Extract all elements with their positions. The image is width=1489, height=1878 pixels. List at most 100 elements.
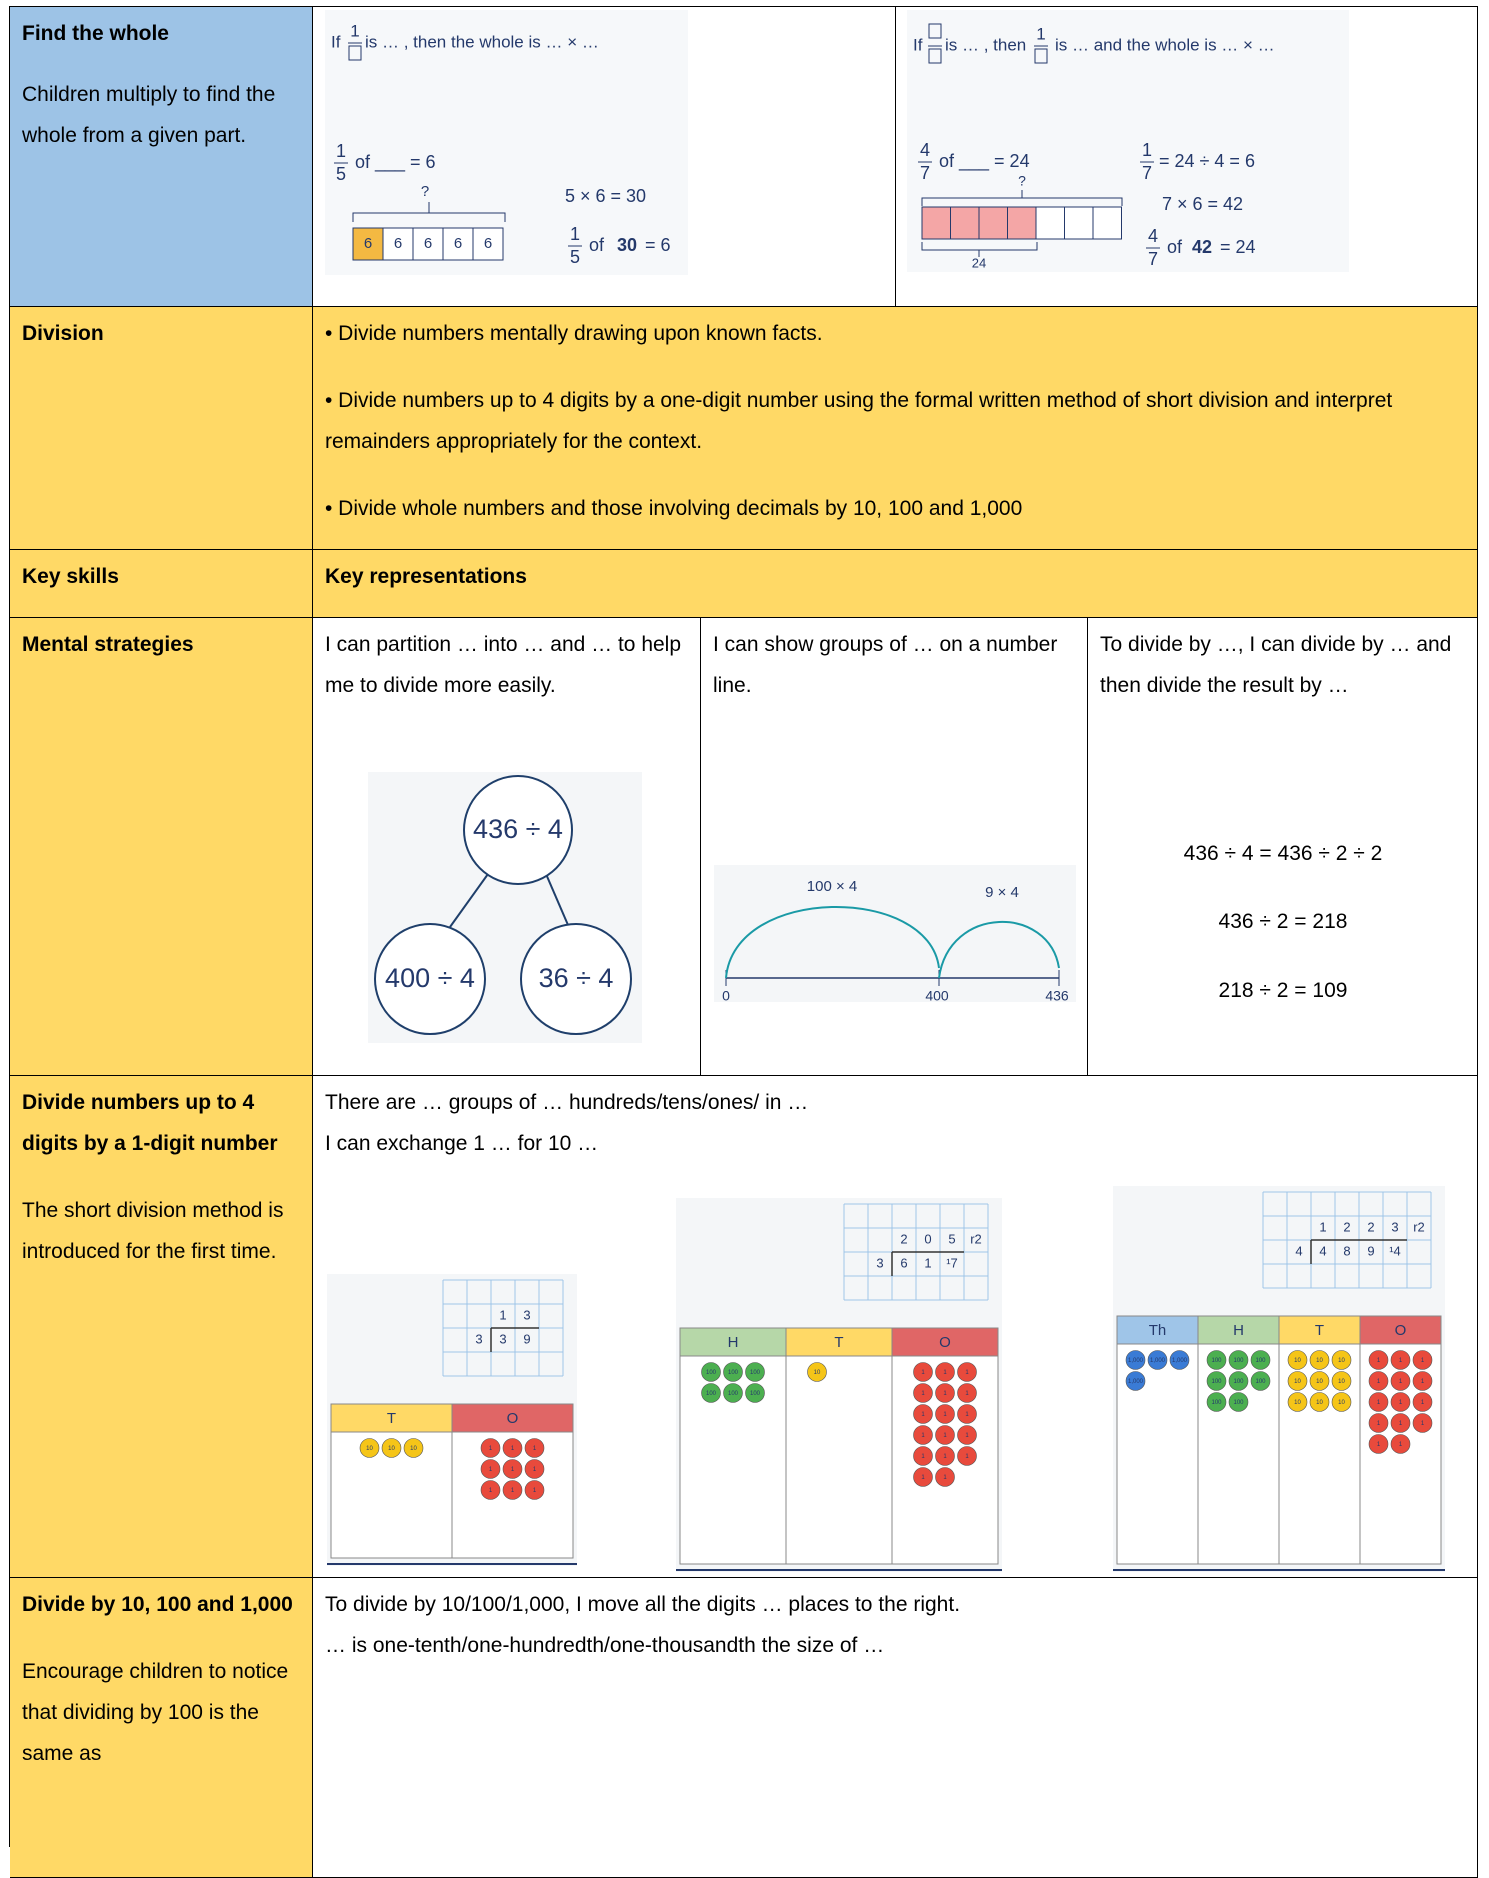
line (545, 873, 569, 926)
diagram-text: 1 (336, 141, 346, 161)
diagram-text: 1 (511, 1446, 515, 1452)
diagram-text: H (1233, 1322, 1244, 1339)
diagram-text: 3 (523, 1307, 530, 1322)
bar-cell (382, 227, 414, 261)
diagram-text: 10 (366, 1446, 373, 1452)
counter (1331, 1392, 1352, 1412)
diagram-text: 100 (1233, 1358, 1244, 1364)
counter (480, 1438, 501, 1458)
diagram-text: 1 (965, 1370, 969, 1376)
diagram-text: 1 (1421, 1400, 1425, 1406)
counter (723, 1362, 743, 1382)
diagram-text: 100 (1255, 1358, 1266, 1364)
column-header (785, 1327, 893, 1357)
counter (1228, 1371, 1249, 1391)
bar-cell (412, 227, 444, 261)
diagram-text: is … , then the whole is … × … (365, 32, 599, 51)
diagram-cell (313, 7, 896, 307)
equation: 436 ÷ 2 = 218 (1218, 910, 1348, 933)
diagram-text: 1 (1377, 1421, 1381, 1427)
sentence: I can exchange 1 … for 10 … (325, 1132, 599, 1155)
diagram-text: 1 (1036, 24, 1045, 43)
diagram-text: 1 (921, 1370, 925, 1376)
skill-heading: Mental strategies (10, 618, 313, 1076)
diagram-text: of ___ = 6 (355, 152, 436, 173)
bullet: • Divide numbers mentally drawing upon k… (325, 322, 823, 345)
diagram-text: 1 (1399, 1442, 1403, 1448)
diagram-text: 1 (489, 1488, 493, 1494)
diagram-text: 1 (965, 1412, 969, 1418)
diagram-text: 1 (924, 1255, 931, 1270)
counter (1412, 1350, 1433, 1370)
sentence: … is one-tenth/one-hundredth/one-thousan… (325, 1634, 885, 1657)
diagram-text: 400 ÷ 4 (385, 963, 475, 993)
counter (1368, 1350, 1389, 1370)
counter (913, 1362, 933, 1382)
diagram-cell (896, 7, 1478, 307)
note: Children multiply to find the whole from… (22, 83, 276, 147)
column-header (891, 1327, 999, 1357)
diagram-text: 1 (921, 1475, 925, 1481)
counter (1206, 1392, 1227, 1412)
diagram-text: 400 (925, 988, 949, 1004)
skill-cell: Find the whole Children multiply to find… (10, 7, 313, 307)
diagram-text: 4 (1148, 226, 1158, 246)
diagram-text: 10 (388, 1446, 395, 1452)
diagram-text: O (939, 1334, 951, 1351)
counter (1250, 1350, 1271, 1370)
diagram-text: T (387, 1410, 396, 1427)
diagram-text: 1 (965, 1454, 969, 1460)
diagram-text: 100 (1233, 1379, 1244, 1385)
counter (1309, 1350, 1330, 1370)
diagram-text: 10 (1294, 1400, 1301, 1406)
counter (1125, 1350, 1146, 1370)
diagram-text: 2 (1367, 1219, 1374, 1234)
diagram-text: r2 (1413, 1219, 1425, 1234)
diagram-text: 100 (728, 1391, 739, 1397)
diagram-text: 10 (1316, 1400, 1323, 1406)
counter (1368, 1434, 1389, 1454)
counter (957, 1425, 977, 1445)
diagram-text: 1 (943, 1412, 947, 1418)
diagram-text: ? (1018, 173, 1026, 189)
counter (935, 1446, 955, 1466)
diagram-text: 5 (570, 247, 580, 267)
diagram-text: Th (1149, 1322, 1167, 1339)
counter (1206, 1350, 1227, 1370)
jump (725, 906, 940, 979)
counter (913, 1467, 933, 1487)
diagram-text: H (728, 1334, 739, 1351)
diagram-text: 1 (921, 1391, 925, 1397)
diagram-text: 100 (750, 1370, 761, 1376)
box (928, 48, 942, 64)
diagram-text: O (507, 1410, 519, 1427)
counter (701, 1362, 721, 1382)
counter (1309, 1392, 1330, 1412)
box (1034, 48, 1048, 64)
diagram-text: 100 (1211, 1358, 1222, 1364)
diagram-text: 2 (900, 1231, 907, 1246)
diagram-text: 100 (706, 1370, 717, 1376)
counter (1412, 1392, 1433, 1412)
part-whole-diagram: 436 ÷ 4 400 ÷ 4 36 ÷ 4 (368, 772, 642, 1043)
diagram-text: 1 (1377, 1379, 1381, 1385)
counter (935, 1425, 955, 1445)
diagram-text: 6 (484, 235, 492, 252)
diagram-text: 100 (750, 1391, 761, 1397)
diagram-text: r2 (970, 1231, 982, 1246)
counter (913, 1446, 933, 1466)
diagram-text: 1 (943, 1391, 947, 1397)
counter (1287, 1392, 1308, 1412)
counter (1390, 1392, 1411, 1412)
diagram-text: 100 (1233, 1400, 1244, 1406)
diagram-text: 1,000 (1150, 1358, 1166, 1364)
counter (957, 1383, 977, 1403)
line (449, 873, 489, 928)
diagram-text: 5 (336, 164, 346, 184)
representation-cell: To divide by 10/100/1,000, I move all th… (313, 1578, 1478, 1878)
bar-cell (352, 227, 384, 261)
counter (1412, 1413, 1433, 1433)
bar-cell (950, 206, 980, 240)
diagram-text: 1,000 (1128, 1379, 1144, 1385)
number-line: 0 400 436 100 × 4 9 × 4 (714, 865, 1076, 1004)
